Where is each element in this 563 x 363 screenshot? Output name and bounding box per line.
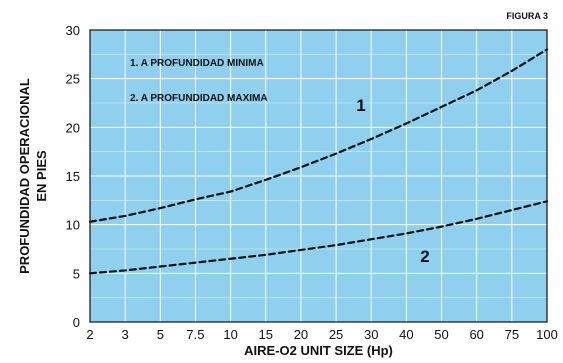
y-axis-title-line-1: PROFUNDIDAD OPERACIONAL bbox=[17, 78, 32, 274]
y-tick-label: 15 bbox=[66, 169, 80, 184]
x-tick-label: 20 bbox=[294, 327, 308, 342]
x-tick-label: 30 bbox=[364, 327, 378, 342]
x-tick-label: 40 bbox=[399, 327, 413, 342]
legend-entry: 1. A PROFUNDIDAD MINIMA bbox=[130, 58, 264, 69]
x-tick-label: 10 bbox=[223, 327, 237, 342]
y-tick-label: 0 bbox=[73, 315, 80, 330]
x-tick-label: 60 bbox=[469, 327, 483, 342]
x-tick-label: 50 bbox=[434, 327, 448, 342]
y-tick-label: 5 bbox=[73, 266, 80, 281]
x-tick-label: 2 bbox=[86, 327, 93, 342]
y-axis-title: PROFUNDIDAD OPERACIONAL EN PIES bbox=[17, 78, 49, 274]
plot-border bbox=[89, 29, 548, 323]
curve-label-2: 2 bbox=[420, 247, 429, 266]
y-axis-title-line-2: EN PIES bbox=[34, 150, 49, 202]
y-tick-label: 25 bbox=[66, 72, 80, 87]
figure-label: FIGURA 3 bbox=[506, 11, 548, 21]
x-axis-title: AIRE-O2 UNIT SIZE (Hp) bbox=[244, 343, 393, 358]
x-tick-label: 15 bbox=[259, 327, 273, 342]
x-tick-label: 3 bbox=[122, 327, 129, 342]
curve-label-1: 1 bbox=[356, 96, 365, 115]
x-tick-label: 100 bbox=[536, 327, 558, 342]
x-tick-label: 7.5 bbox=[186, 327, 204, 342]
series-2-line bbox=[88, 200, 549, 275]
legend-entry: 2. A PROFUNDIDAD MAXIMA bbox=[130, 93, 268, 104]
x-tick-label: 75 bbox=[505, 327, 519, 342]
x-tick-label: 25 bbox=[329, 327, 343, 342]
y-tick-label: 30 bbox=[66, 23, 80, 38]
series-1-line bbox=[88, 48, 549, 223]
y-tick-label: 10 bbox=[66, 218, 80, 233]
x-tick-label: 5 bbox=[157, 327, 164, 342]
y-tick-label: 20 bbox=[66, 120, 80, 135]
